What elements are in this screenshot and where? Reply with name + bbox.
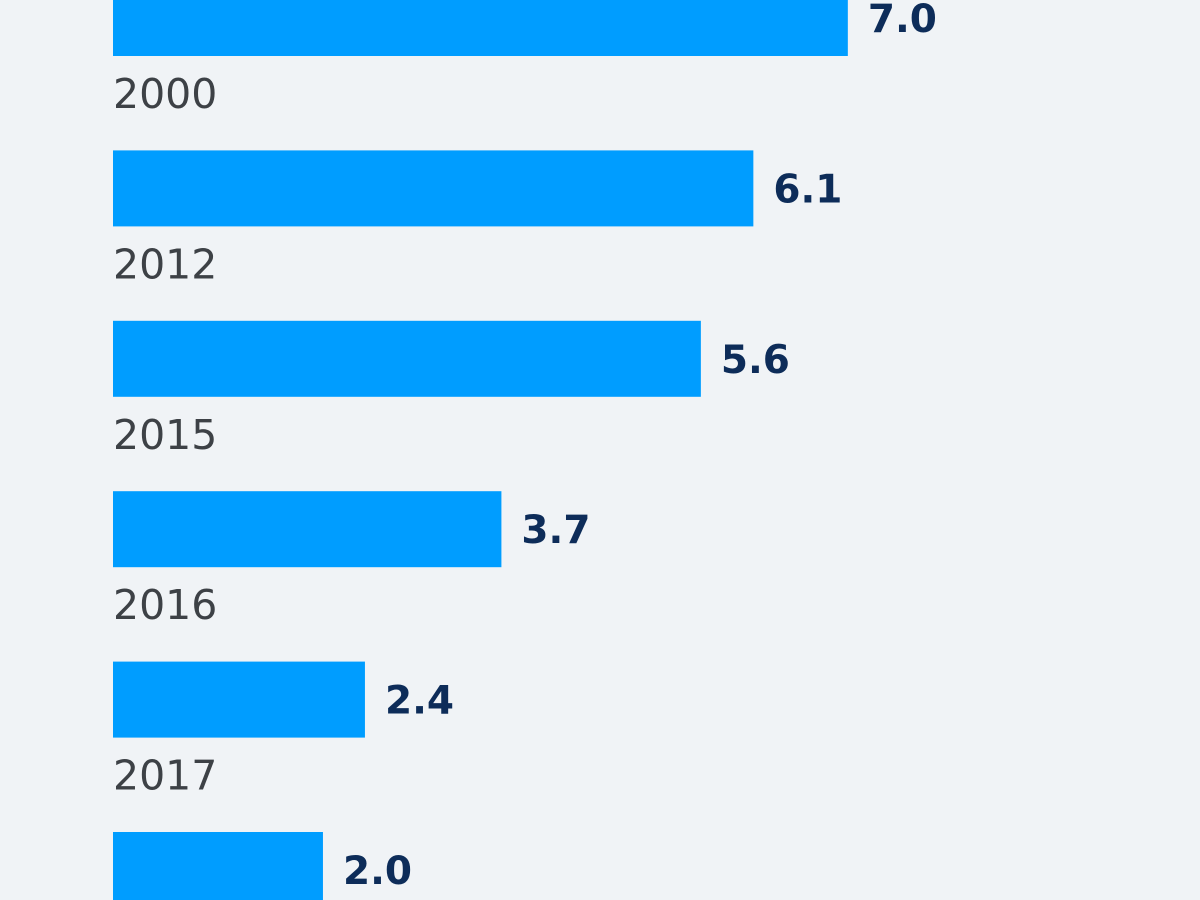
category-label: 2000 (113, 70, 217, 118)
bar (113, 320, 701, 397)
value-label: 2.4 (385, 679, 454, 724)
bar (113, 491, 502, 568)
category-label: 2017 (113, 752, 217, 800)
bar (113, 0, 848, 56)
bar (113, 150, 754, 227)
bar (113, 832, 323, 900)
value-label: 6.1 (773, 167, 842, 212)
value-label: 3.7 (521, 508, 590, 553)
value-label: 5.6 (721, 338, 790, 383)
value-label: 2.0 (343, 849, 412, 894)
bar (113, 661, 365, 738)
category-label: 2016 (113, 581, 217, 629)
value-label: 7.0 (868, 0, 937, 42)
category-label: 2012 (113, 240, 217, 288)
category-label: 2015 (113, 411, 217, 459)
